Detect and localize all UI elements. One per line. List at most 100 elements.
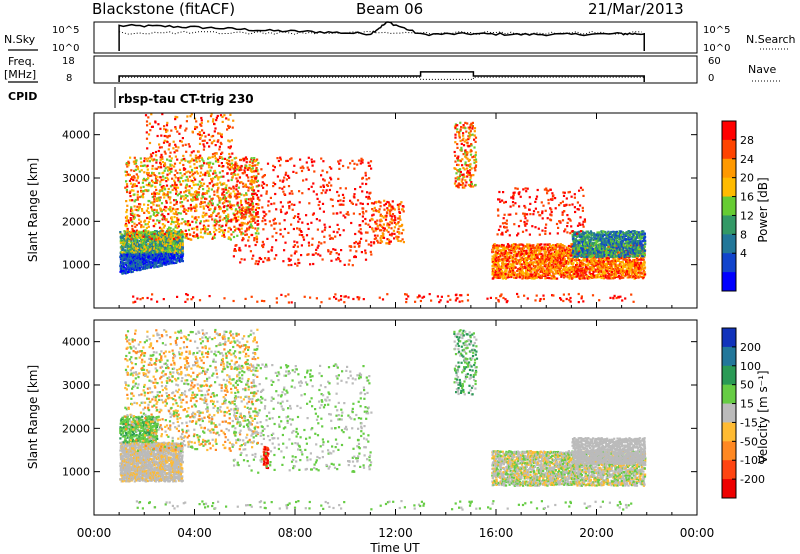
scatter-point [161,249,164,252]
scatter-point [207,171,210,174]
scatter-point [282,260,285,263]
scatter-point [207,206,210,209]
scatter-point [299,158,302,161]
scatter-point [470,149,473,153]
scatter-point [144,262,147,265]
scatter-point [134,198,137,202]
scatter-point [163,246,166,249]
scatter-point [468,145,471,148]
scatter-point [128,199,132,202]
scatter-point [135,179,138,182]
scatter-point [592,260,595,263]
scatter-point [146,223,149,226]
scatter-point [212,172,215,175]
scatter-point [570,261,573,264]
scatter-point [207,202,210,205]
scatter-point [170,230,173,233]
scatter-point [258,199,261,202]
scatter-point [514,266,517,269]
scatter-point [223,235,226,238]
scatter-point [184,129,187,132]
scatter-point [141,209,144,212]
scatter-point [389,220,392,224]
scatter-point [255,240,259,244]
scatter-point [562,246,565,249]
scatter-point [128,259,131,262]
scatter-point [127,257,130,260]
scatter-point [158,226,162,229]
scatter-point [514,257,517,260]
scatter-point [145,131,148,134]
scatter-point [352,212,355,215]
scatter-point [272,169,275,172]
scatter-point [544,265,547,268]
scatter-point [168,258,171,261]
scatter-point [349,249,352,252]
scatter-point [522,276,525,279]
scatter-point [354,255,357,259]
scatter-point [135,260,138,263]
scatter-point [194,178,197,181]
scatter-point [587,267,591,270]
scatter-point [158,259,161,262]
scatter-point [361,161,364,164]
scatter-point [141,194,144,197]
scatter-point [218,171,221,174]
scatter-point [541,254,544,257]
scatter-point [178,192,181,195]
scatter-point [235,208,238,211]
scatter-point [230,233,233,236]
scatter-point [558,251,561,254]
scatter-point [148,141,152,145]
scatter-point [521,268,524,271]
scatter-point [228,226,231,229]
scatter-point [580,277,583,280]
scatter-point [557,254,560,257]
scatter-point [163,255,166,258]
scatter-point [456,178,459,181]
scatter-point [250,178,253,181]
scatter-point [138,214,141,218]
scatter-point [467,126,470,129]
scatter-point [540,247,543,250]
scatter-point [397,221,400,224]
scatter-point [298,201,301,204]
scatter-point [242,232,245,235]
scatter-point [150,206,153,209]
scatter-point [152,251,155,254]
scatter-point [179,229,182,232]
scatter-point [533,277,536,280]
scatter-point [290,254,293,257]
scatter-point [147,133,151,136]
scatter-point [224,198,227,201]
scatter-point [539,270,542,273]
scatter-point [526,271,529,274]
scatter-point [172,241,175,244]
scatter-point [232,235,236,239]
scatter-point [370,253,373,256]
scatter-point [239,249,242,252]
scatter-point [199,171,202,174]
scatter-point [166,158,169,161]
scatter-point [549,268,552,271]
scatter-point [494,263,497,266]
scatter-point [255,167,258,170]
scatter-point [130,238,133,241]
scatter-point [513,271,516,274]
scatter-point [173,186,176,190]
scatter-point [136,258,140,262]
scatter-point [148,237,151,240]
scatter-point [559,250,562,253]
scatter-point [173,221,176,224]
scatter-point [238,249,241,252]
scatter-point [136,166,139,169]
scatter-point [328,225,331,228]
scatter-point [499,244,502,247]
scatter-point [390,209,393,212]
scatter-point [233,213,236,217]
scatter-point [461,173,464,176]
scatter-point [559,264,562,267]
scatter-point [285,211,288,214]
scatter-point [170,216,173,219]
scatter-point [375,200,378,204]
